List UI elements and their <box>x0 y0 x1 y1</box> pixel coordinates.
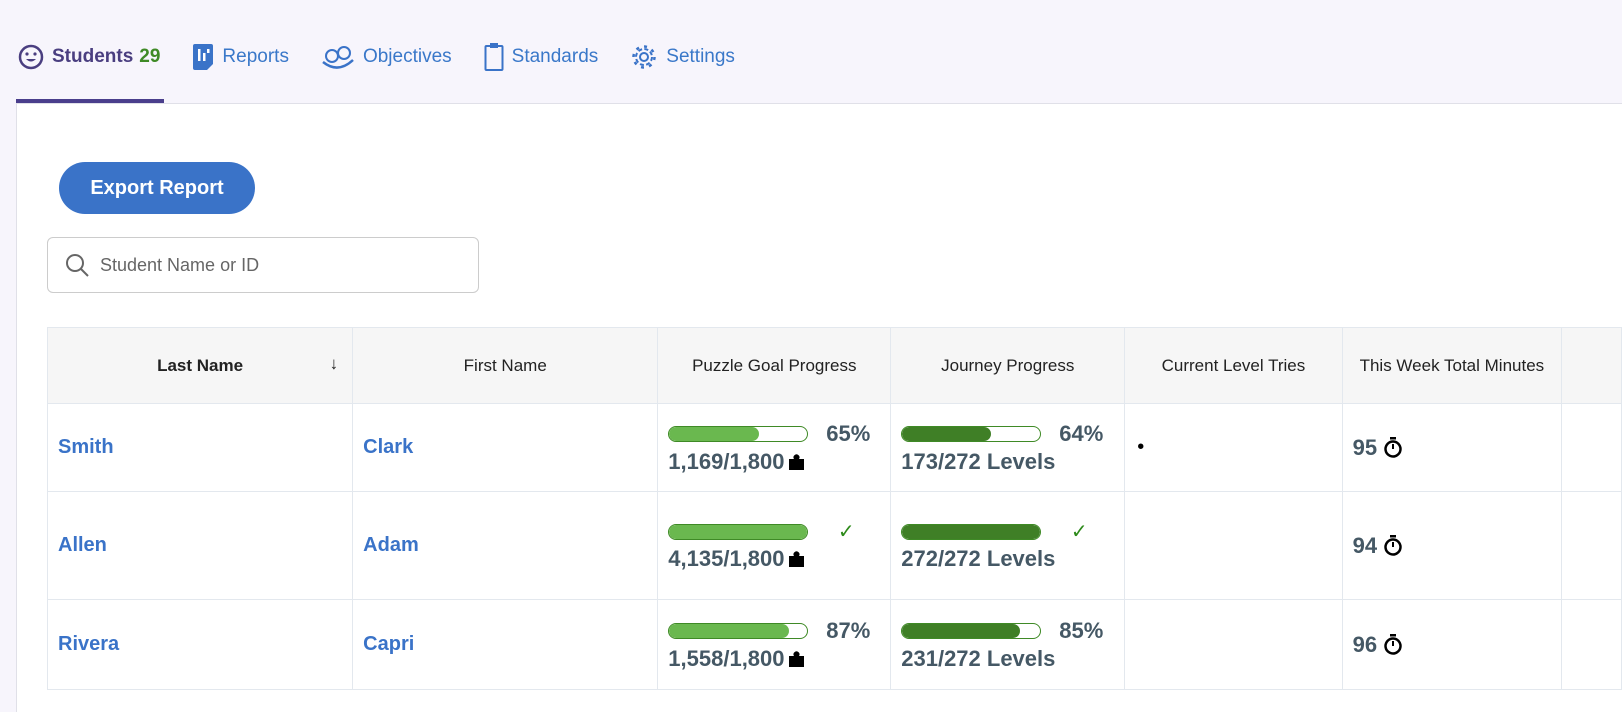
student-last-name-link[interactable]: Rivera <box>58 633 120 655</box>
journey-percent: 85% <box>1059 617 1104 643</box>
tab-label: Standards <box>511 46 599 67</box>
more-cell <box>1561 491 1622 600</box>
objectives-icon <box>322 46 354 69</box>
level-tries-cell <box>1124 599 1343 690</box>
gear-icon <box>632 45 657 69</box>
journey-count: 173/272 Levels <box>901 448 1056 474</box>
journey-cell: 64% 173/272 Levels <box>890 403 1126 492</box>
journey-cell: ✓ 272/272 Levels <box>890 491 1126 600</box>
student-last-name-link[interactable]: Allen <box>58 534 107 556</box>
last-name-cell: Smith <box>46 403 354 492</box>
puzzle-percent: 65% <box>826 420 871 446</box>
minutes-cell: 96 <box>1341 599 1563 690</box>
tab-label: Reports <box>222 46 289 67</box>
tab-standards[interactable]: Standards <box>482 38 613 76</box>
first-name-cell: Clark <box>352 403 659 492</box>
first-name-cell: Adam <box>352 491 659 600</box>
header-label: Last Name <box>157 355 244 375</box>
level-tries-cell <box>1124 491 1343 600</box>
puzzle-count: 1,558/1,800 <box>668 645 785 671</box>
tab-objectives[interactable]: Objectives <box>319 38 466 76</box>
journey-percent: 64% <box>1059 420 1104 446</box>
tab-label: Settings <box>666 46 735 67</box>
journey-progress-fill <box>902 623 1020 638</box>
minutes-value: 94 <box>1352 532 1378 558</box>
last-name-cell: Allen <box>46 491 354 600</box>
first-name-cell: Capri <box>352 599 659 690</box>
journey-progress-bar <box>901 622 1042 639</box>
minutes-value: 96 <box>1352 631 1378 657</box>
column-header-more <box>1561 327 1622 404</box>
table-row: Rivera Capri 87% 1,558/1,800 85% 231/272 L… <box>46 599 1622 690</box>
tab-label: Objectives <box>362 46 452 67</box>
journey-cell: 85% 231/272 Levels <box>890 599 1126 690</box>
level-tries-cell: • <box>1124 403 1343 492</box>
puzzle-progress-bar <box>668 622 809 639</box>
column-header-last-name[interactable]: Last Name ↓ <box>46 327 354 404</box>
puzzle-piece-icon <box>788 453 804 470</box>
more-cell <box>1561 403 1622 492</box>
puzzle-progress-bar <box>668 425 809 442</box>
sort-down-arrow-icon: ↓ <box>329 354 339 373</box>
puzzle-progress-fill <box>669 623 790 638</box>
student-count: 29 <box>139 46 161 67</box>
journey-progress-bar <box>901 523 1042 540</box>
puzzle-count: 4,135/1,800 <box>668 546 785 571</box>
tab-label: Students <box>52 46 134 67</box>
column-header-first-name[interactable]: First Name <box>352 327 659 404</box>
student-first-name-link[interactable]: Capri <box>363 633 415 655</box>
search-box <box>47 237 479 293</box>
puzzle-progress-fill <box>669 524 808 539</box>
column-header-journey[interactable]: Journey Progress <box>890 327 1126 404</box>
column-header-puzzle-goal[interactable]: Puzzle Goal Progress <box>657 327 892 404</box>
stopwatch-icon <box>1383 436 1402 458</box>
journey-progress-fill <box>902 524 1041 539</box>
column-header-level-tries[interactable]: Current Level Tries <box>1124 327 1343 404</box>
smiley-icon <box>18 44 44 70</box>
table-row: Allen Adam ✓ 4,135/1,800 ✓ 272/272 Levels … <box>46 491 1622 600</box>
journey-percent: ✓ <box>1070 521 1088 543</box>
puzzle-goal-cell: 87% 1,558/1,800 <box>657 599 892 690</box>
puzzle-piece-icon <box>788 650 804 667</box>
last-name-cell: Rivera <box>46 599 354 690</box>
more-cell <box>1561 599 1622 690</box>
puzzle-percent: ✓ <box>837 521 855 543</box>
puzzle-goal-cell: ✓ 4,135/1,800 <box>657 491 892 600</box>
puzzle-progress-fill <box>669 426 759 441</box>
journey-count: 272/272 Levels <box>901 546 1056 571</box>
journey-progress-bar <box>901 425 1042 442</box>
minutes-value: 95 <box>1352 434 1378 460</box>
stopwatch-icon <box>1383 534 1402 556</box>
export-report-button[interactable]: Export Report <box>59 162 255 214</box>
minutes-cell: 94 <box>1341 491 1563 600</box>
nav-tabs: Students 29 Reports Objectives Standards … <box>16 38 765 104</box>
stopwatch-icon <box>1383 633 1402 655</box>
journey-progress-fill <box>902 426 991 441</box>
active-tab-indicator <box>16 99 164 103</box>
tab-settings[interactable]: Settings <box>628 38 749 76</box>
puzzle-count: 1,169/1,800 <box>668 448 785 474</box>
search-icon <box>66 254 89 277</box>
puzzle-percent: 87% <box>826 617 871 643</box>
journey-count: 231/272 Levels <box>901 645 1056 671</box>
clipboard-icon <box>484 43 504 71</box>
students-table: Last Name ↓ First Name Puzzle Goal Progre… <box>46 327 1622 690</box>
puzzle-goal-cell: 65% 1,169/1,800 <box>657 403 892 492</box>
minutes-cell: 95 <box>1341 403 1563 492</box>
search-input[interactable] <box>98 253 462 277</box>
puzzle-piece-icon <box>788 551 804 567</box>
tab-students[interactable]: Students 29 <box>16 38 174 76</box>
table-row: Smith Clark 65% 1,169/1,800 64% 173/272 Le… <box>46 403 1622 492</box>
column-header-week-minutes[interactable]: This Week Total Minutes <box>1341 327 1563 404</box>
tab-reports[interactable]: Reports <box>190 38 303 76</box>
table-header: Last Name ↓ First Name Puzzle Goal Progre… <box>46 327 1622 404</box>
student-first-name-link[interactable]: Adam <box>363 534 419 556</box>
student-first-name-link[interactable]: Clark <box>363 436 414 458</box>
student-last-name-link[interactable]: Smith <box>58 436 114 458</box>
content-panel: Export Report Last Name ↓ First Name Puzz… <box>16 103 1622 712</box>
puzzle-progress-bar <box>668 523 809 540</box>
report-icon <box>193 44 214 70</box>
